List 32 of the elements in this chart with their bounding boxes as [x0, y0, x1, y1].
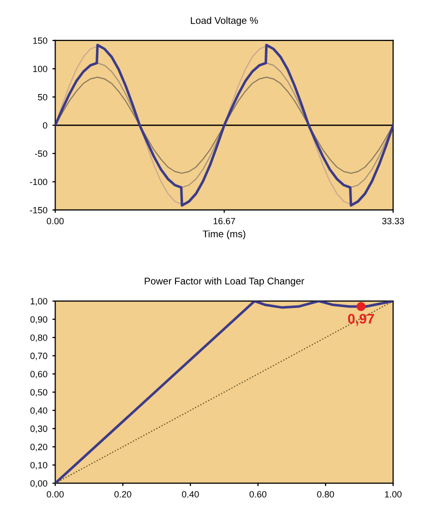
y-tick-label: 1,00	[30, 298, 48, 306]
y-tick-label: 50	[38, 94, 48, 100]
y-tick-label: 0,20	[30, 444, 48, 452]
x-axis-title: Time (ms)	[202, 230, 246, 240]
x-tick-label: 0.80	[317, 491, 334, 498]
x-tick-label: 1.00	[385, 491, 402, 498]
x-tick-label: 0.00	[46, 218, 64, 224]
y-tick-label: 0,80	[30, 334, 48, 342]
chart-title: Load Voltage %	[190, 16, 258, 26]
y-tick-label: 0,10	[30, 462, 48, 470]
y-tick-label: 0,50	[30, 389, 48, 397]
y-tick-label: 0,90	[30, 316, 48, 324]
y-tick-label: 0,40	[30, 407, 48, 415]
y-tick-label: -50	[34, 150, 48, 157]
x-tick-label: 0.20	[114, 491, 132, 498]
y-tick-label: 100	[33, 66, 48, 72]
chart-title: Power Factor with Load Tap Changer	[144, 277, 304, 286]
y-tick-label: 150	[33, 37, 48, 44]
x-tick-label: 0.60	[250, 491, 266, 498]
x-tick-label: 16.67	[214, 218, 236, 224]
x-tick-label: 0.40	[182, 491, 199, 498]
x-tick-label: 33.33	[382, 218, 404, 224]
y-tick-label: 0,00	[30, 480, 48, 488]
data-label: 0,97	[348, 314, 374, 326]
y-tick-label: 0,30	[30, 426, 48, 434]
y-tick-label: -100	[30, 178, 48, 186]
x-tick-label: 0.00	[46, 491, 64, 498]
y-tick-label: -150	[30, 206, 48, 214]
y-tick-label: 0,60	[30, 370, 48, 378]
y-tick-label: 0,70	[30, 352, 48, 360]
y-tick-label: 0	[42, 122, 48, 129]
line-series	[55, 301, 394, 484]
